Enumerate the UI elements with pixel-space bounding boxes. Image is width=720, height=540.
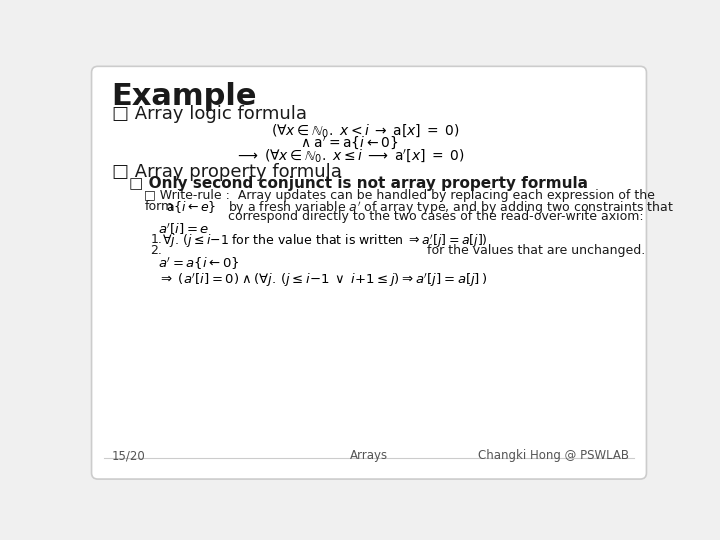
Text: $\longrightarrow\; (\forall x \in \mathbb{N}_0.\; x \leq i \;\longrightarrow\; \: $\longrightarrow\; (\forall x \in \mathb… (235, 147, 464, 164)
FancyBboxPatch shape (91, 66, 647, 479)
Text: $\wedge\; \mathtt{a'} = \mathtt{a}\{i \leftarrow 0\}$: $\wedge\; \mathtt{a'} = \mathtt{a}\{i \l… (300, 135, 399, 151)
Text: □ Only second conjunct is not array property formula: □ Only second conjunct is not array prop… (129, 176, 588, 191)
Text: $a'[i] = e$: $a'[i] = e$ (158, 221, 210, 237)
Text: □ Write-rule :  Array updates can be handled by replacing each expression of the: □ Write-rule : Array updates can be hand… (144, 189, 655, 202)
Text: 15/20: 15/20 (112, 449, 145, 462)
Text: $\Rightarrow\; (a'[i]{=}0) \wedge (\forall j.\,(j \leq i{-}1 \;\vee\; i{+}1 \leq: $\Rightarrow\; (a'[i]{=}0) \wedge (\fora… (158, 271, 487, 289)
Text: $(\forall x \in \mathbb{N}_0.\; x < i \;\rightarrow\; \mathtt{a}[x] \;=\; 0)$: $(\forall x \in \mathbb{N}_0.\; x < i \;… (271, 123, 459, 139)
Text: □ Array property formula: □ Array property formula (112, 163, 341, 180)
Text: by a fresh variable $a'$ of array type, and by adding two constraints that: by a fresh variable $a'$ of array type, … (228, 200, 674, 217)
Text: Example: Example (112, 82, 257, 111)
Text: Changki Hong @ PSWLAB: Changki Hong @ PSWLAB (477, 449, 629, 462)
Text: form: form (144, 200, 174, 213)
Text: 2.: 2. (150, 244, 162, 257)
Text: $a' = a\{i \leftarrow 0\}$: $a' = a\{i \leftarrow 0\}$ (158, 256, 240, 272)
Text: □ Array logic formula: □ Array logic formula (112, 105, 307, 123)
Text: 1.: 1. (150, 233, 162, 246)
Text: correspond directly to the two cases of the read-over-write axiom:: correspond directly to the two cases of … (228, 211, 644, 224)
Text: for the values that are unchanged.: for the values that are unchanged. (427, 244, 645, 257)
Text: $\forall j.\,(j \leq i{-}1 \;\text{for the value that is written}\; \Rightarrow : $\forall j.\,(j \leq i{-}1 \;\text{for t… (162, 233, 488, 250)
Text: $\mathtt{a}\{i \leftarrow e\}$: $\mathtt{a}\{i \leftarrow e\}$ (166, 199, 217, 215)
Text: Arrays: Arrays (350, 449, 388, 462)
